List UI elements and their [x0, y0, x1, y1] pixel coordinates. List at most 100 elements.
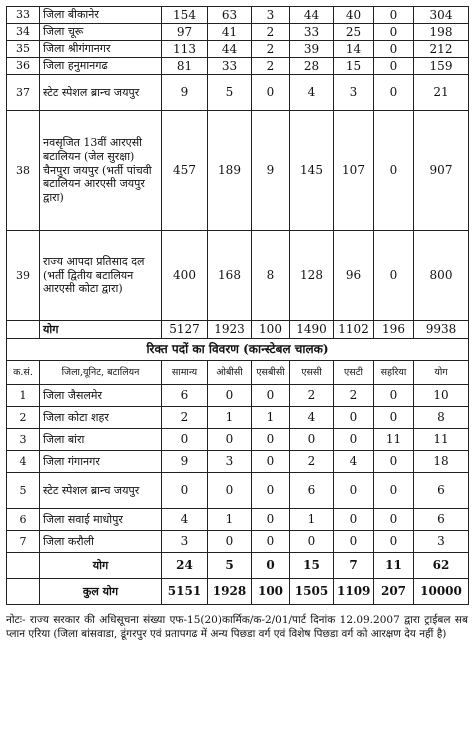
value-cell: 44 [289, 6, 334, 24]
unit-name-cell: जिला सवाई माधोपुर [39, 508, 162, 531]
unit-name-cell: जिला बांरा [39, 428, 162, 451]
value-cell: 0 [373, 57, 414, 75]
value-cell: 33 [207, 57, 252, 75]
serial-cell: 4 [6, 450, 40, 473]
column-header: एसबीसी [251, 360, 290, 385]
table-row: 36 जिला हनुमानगढ 81 33 2 28 15 0 159 [6, 57, 469, 75]
table1-body: 33 जिला बीकानेर 154 63 3 44 40 0 304 34 जिला चूरू 9… [6, 6, 469, 339]
value-cell: 0 [207, 472, 252, 509]
serial-cell: 34 [6, 23, 40, 41]
value-cell: 25 [333, 23, 374, 41]
value-cell: 8 [413, 406, 469, 429]
unit-name-cell: जिला करौली [39, 530, 162, 553]
value-cell: 198 [413, 23, 469, 41]
value-cell: 3 [333, 74, 374, 111]
unit-name-cell: जिला चूरू [39, 23, 162, 41]
table-row: 7 जिला करौली 3 0 0 0 0 0 3 [6, 530, 469, 553]
column-header: ओबीसी [207, 360, 252, 385]
value-cell: 0 [373, 406, 414, 429]
value-cell: 0 [333, 472, 374, 509]
total-value-cell: 5127 [161, 320, 208, 339]
table-row: 5 स्टेट स्पेशल ब्रान्च जयपुर 0 0 0 6 0 0 6 [6, 472, 469, 509]
value-cell: 8 [251, 230, 290, 321]
table2-body: क.सं. जिला,यूनिट, बटालियन सामान्य ओबीसी एसबी… [6, 360, 469, 605]
value-cell: 0 [373, 40, 414, 58]
value-cell: 2 [333, 384, 374, 407]
column-header: जिला,यूनिट, बटालियन [39, 360, 162, 385]
value-cell: 457 [161, 110, 208, 231]
value-cell: 3 [413, 530, 469, 553]
value-cell: 96 [333, 230, 374, 321]
empty-cell [6, 552, 40, 579]
value-cell: 1 [289, 508, 334, 531]
value-cell: 9 [251, 110, 290, 231]
value-cell: 107 [333, 110, 374, 231]
value-cell: 0 [373, 110, 414, 231]
header-row: क.सं. जिला,यूनिट, बटालियन सामान्य ओबीसी एसबी… [6, 360, 469, 385]
value-cell: 2 [289, 450, 334, 473]
table-row: 34 जिला चूरू 97 41 2 33 25 0 198 [6, 23, 469, 41]
total-value-cell: 1505 [289, 578, 334, 605]
total-value-cell: 1109 [333, 578, 374, 605]
value-cell: 0 [207, 384, 252, 407]
value-cell: 154 [161, 6, 208, 24]
unit-name-cell: जिला जैसलमेर [39, 384, 162, 407]
table-row: 3 जिला बांरा 0 0 0 0 0 11 11 [6, 428, 469, 451]
value-cell: 145 [289, 110, 334, 231]
value-cell: 0 [373, 384, 414, 407]
total-value-cell: 9938 [413, 320, 469, 339]
value-cell: 0 [373, 23, 414, 41]
column-header: सामान्य [161, 360, 208, 385]
value-cell: 0 [373, 6, 414, 24]
value-cell: 0 [333, 406, 374, 429]
total-value-cell: 100 [251, 578, 290, 605]
value-cell: 907 [413, 110, 469, 231]
serial-cell: 37 [6, 74, 40, 111]
value-cell: 3 [161, 530, 208, 553]
value-cell: 6 [413, 508, 469, 531]
total-value-cell: 196 [373, 320, 414, 339]
value-cell: 0 [251, 472, 290, 509]
serial-cell: 7 [6, 530, 40, 553]
value-cell: 168 [207, 230, 252, 321]
unit-name-cell: नवसृजित 13वीं आरएसी बटालियन (जेल सुरक्षा… [39, 110, 162, 231]
value-cell: 21 [413, 74, 469, 111]
value-cell: 304 [413, 6, 469, 24]
value-cell: 212 [413, 40, 469, 58]
total-row: योग 5127 1923 100 1490 1102 196 9938 [6, 320, 469, 339]
value-cell: 0 [161, 472, 208, 509]
total-label: कुल योग [39, 578, 162, 605]
total-value-cell: 5 [207, 552, 252, 579]
serial-cell: 39 [6, 230, 40, 321]
value-cell: 4 [161, 508, 208, 531]
column-header: योग [413, 360, 469, 385]
value-cell: 0 [251, 450, 290, 473]
unit-name-cell: जिला बीकानेर [39, 6, 162, 24]
value-cell: 2 [251, 23, 290, 41]
value-cell: 4 [289, 74, 334, 111]
table-row: 2 जिला कोटा शहर 2 1 1 4 0 0 8 [6, 406, 469, 429]
total-value-cell: 1490 [289, 320, 334, 339]
table-row: 35 जिला श्रीगंगानगर 113 44 2 39 14 0 212 [6, 40, 469, 58]
serial-cell: 33 [6, 6, 40, 24]
column-header: क.सं. [6, 360, 40, 385]
value-cell: 128 [289, 230, 334, 321]
grand-total-row: कुल योग 5151 1928 100 1505 1109 207 10000 [6, 578, 469, 605]
total-value-cell: 15 [289, 552, 334, 579]
value-cell: 189 [207, 110, 252, 231]
value-cell: 3 [207, 450, 252, 473]
footnote: नोटः- राज्य सरकार की अधिसूचना संख्या एफ-… [6, 614, 468, 641]
serial-cell: 2 [6, 406, 40, 429]
value-cell: 11 [373, 428, 414, 451]
table-row: 33 जिला बीकानेर 154 63 3 44 40 0 304 [6, 6, 469, 24]
value-cell: 0 [161, 428, 208, 451]
value-cell: 81 [161, 57, 208, 75]
value-cell: 18 [413, 450, 469, 473]
value-cell: 4 [289, 406, 334, 429]
value-cell: 63 [207, 6, 252, 24]
value-cell: 4 [333, 450, 374, 473]
value-cell: 10 [413, 384, 469, 407]
unit-name-cell: जिला श्रीगंगानगर [39, 40, 162, 58]
total-value-cell: 1928 [207, 578, 252, 605]
value-cell: 159 [413, 57, 469, 75]
